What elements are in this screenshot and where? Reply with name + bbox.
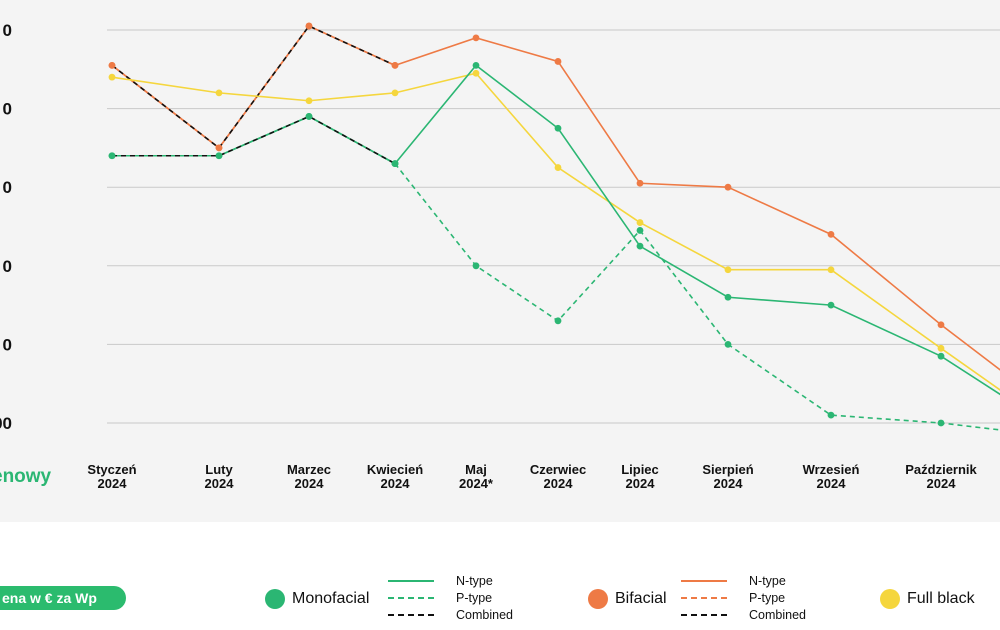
x-tick-year: 2024 (817, 476, 847, 491)
x-tick-year: 2024* (459, 476, 494, 491)
mono_p-point (937, 419, 945, 427)
x-tick-label: Marzec (287, 462, 331, 477)
x-tick-label: Kwiecień (367, 462, 423, 477)
bifacial_n-point (636, 179, 644, 187)
x-tick-label: Październik (905, 462, 977, 477)
mono_p-line (394, 163, 1000, 431)
bif-n-type-line-key (681, 580, 727, 582)
full-black-legend-label: Full black (907, 590, 975, 607)
x-tick-year: 2024 (927, 476, 957, 491)
x-tick-year: 2024 (295, 476, 325, 491)
y-tick-label: 0 (3, 178, 12, 197)
full_black-point (215, 89, 223, 97)
y-tick-label: 0 (3, 257, 12, 276)
bifacial_n-point (472, 34, 480, 42)
x-tick-year: 2024 (381, 476, 411, 491)
bif-n-type-label: N-type (749, 574, 786, 588)
y-tick-label: 0 (3, 21, 12, 40)
x-tick-year: 2024 (714, 476, 744, 491)
mono_combined-point (215, 152, 223, 160)
x-tick-year: 2024 (544, 476, 574, 491)
bif-combined-label: Combined (749, 608, 806, 622)
full-black-legend-dot (880, 589, 900, 609)
y-tick-label: 0 (3, 335, 12, 354)
unit-pill: ena w € za Wp (0, 586, 126, 610)
bifacial_n-point (724, 183, 732, 191)
bifacial_combined-point (391, 61, 399, 69)
mono_p-point (636, 227, 644, 234)
monofacial-legend-label: Monofacial (292, 590, 370, 607)
mono_n-line (112, 64, 1000, 396)
monofacial-legend-dot (265, 589, 285, 609)
x-tick-label: Styczeń (87, 462, 136, 477)
full_black-point (827, 266, 835, 274)
legend: ena w € za Wp Monofacial N-type P-type C… (0, 530, 1000, 630)
mono_n-point (636, 242, 644, 250)
full_black-point (305, 97, 313, 105)
mono_combined-point (391, 160, 399, 168)
x-tick-label: Lipiec (621, 462, 659, 477)
mono_p-point (472, 262, 480, 270)
full_black-point (472, 69, 480, 77)
x-axis-ticks: Styczeń2024Luty2024Marzec2024Kwiecień202… (87, 462, 977, 491)
series-layer (108, 22, 1000, 431)
x-tick-year: 2024 (205, 476, 235, 491)
bif-combined-line-key (681, 614, 727, 616)
full_black-point (724, 266, 732, 274)
x-tick-label: Wrzesień (803, 462, 860, 477)
x-tick-year: 2024 (626, 476, 656, 491)
bifacial_combined-point (305, 22, 313, 30)
y-tick-label: 00 (0, 414, 12, 433)
mono-n-type-line-key (388, 580, 434, 582)
x-tick-year: 2024 (98, 476, 128, 491)
mono-p-type-line-key (388, 597, 434, 599)
full_black-point (108, 73, 116, 81)
bifacial_combined-line (111, 25, 396, 150)
mono_combined-point (305, 113, 313, 120)
x-tick-label: Sierpień (702, 462, 753, 477)
y-axis-ticks: 0000000 (0, 21, 12, 433)
full_black-point (554, 164, 562, 171)
bifacial-legend-dot (588, 589, 608, 609)
chart-panel: 0000000 Styczeń2024Luty2024Marzec2024Kwi… (0, 0, 1000, 522)
bif-p-type-line-key (681, 597, 727, 599)
mono_p-point (724, 341, 732, 348)
full_black-line (111, 72, 1000, 391)
mono-p-type-label: P-type (456, 591, 493, 605)
mono_n-point (937, 352, 945, 360)
bifacial-legend-label: Bifacial (615, 590, 667, 607)
mono_p-point (554, 317, 562, 325)
full_black-point (636, 219, 644, 226)
mono-n-type-label: N-type (456, 574, 493, 588)
mono_n-point (472, 61, 480, 69)
price-trend-chart: 0000000 Styczeń2024Luty2024Marzec2024Kwi… (0, 21, 1000, 491)
mono_n-point (827, 301, 835, 309)
bif-p-type-label: P-type (749, 591, 786, 605)
mono_n-point (724, 293, 732, 301)
bifacial_combined-point (215, 144, 223, 152)
trend-label: enowy (0, 466, 52, 487)
mono_n-point (554, 124, 562, 132)
x-tick-label: Czerwiec (530, 462, 586, 477)
mono_combined-line (112, 115, 396, 165)
bifacial_n-point (937, 321, 945, 329)
y-tick-label: 0 (3, 100, 12, 119)
x-tick-label: Luty (205, 462, 233, 477)
full_black-point (937, 344, 945, 352)
bifacial_combined-point (108, 61, 116, 69)
mono_combined-point (108, 152, 116, 160)
bifacial_combined-base (111, 25, 396, 150)
mono-combined-label: Combined (456, 608, 513, 622)
bifacial_n-point (554, 58, 562, 65)
bifacial_n-point (827, 230, 835, 238)
full_black-point (391, 89, 399, 97)
grid-lines (107, 29, 1000, 424)
mono-combined-line-key (388, 614, 434, 616)
mono_p-point (827, 411, 835, 419)
x-tick-label: Maj (465, 462, 487, 477)
